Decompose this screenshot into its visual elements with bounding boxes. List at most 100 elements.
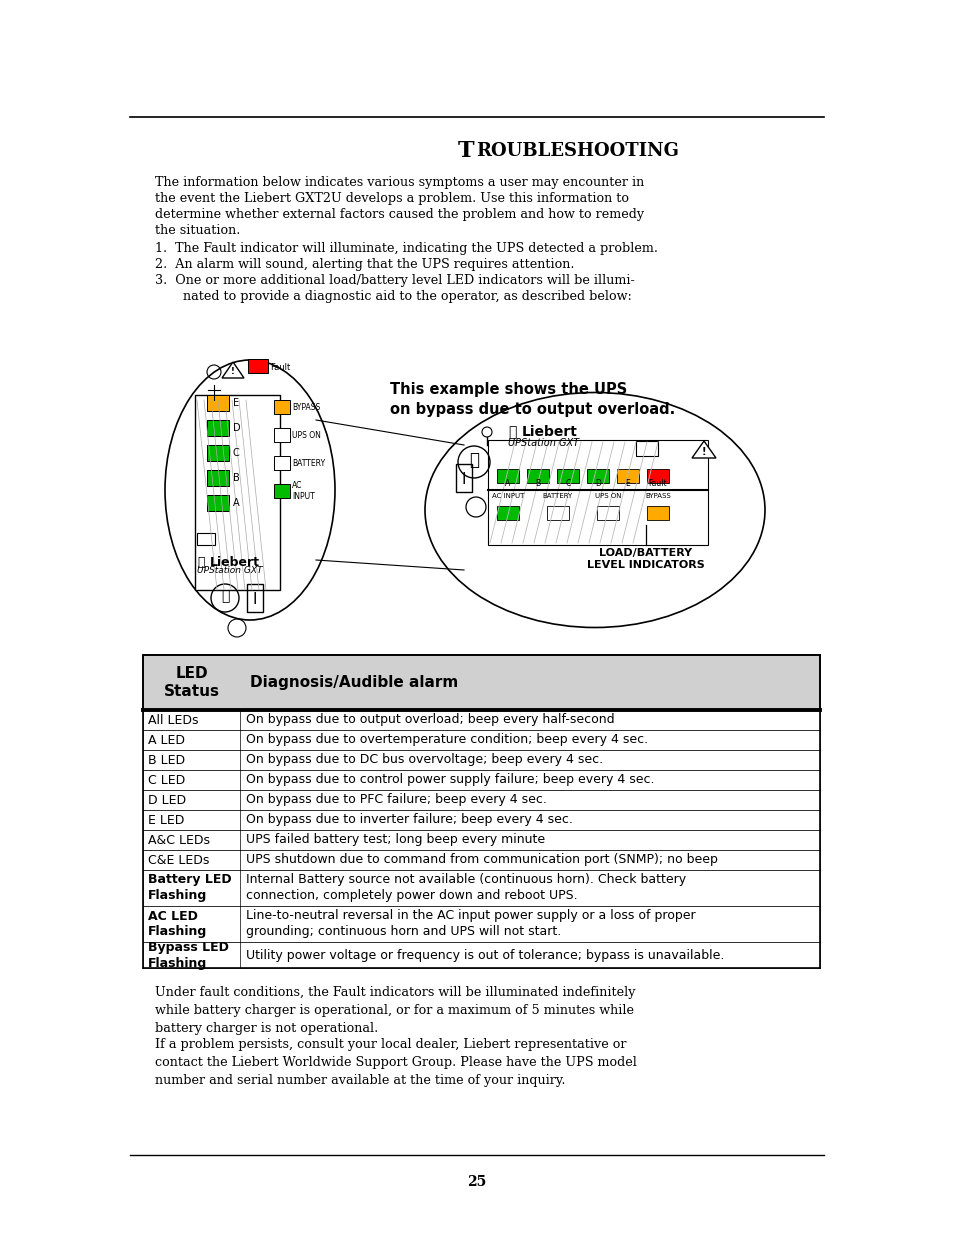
Bar — [143, 942, 820, 968]
Bar — [143, 906, 820, 942]
Text: D: D — [595, 479, 600, 488]
Text: Fault: Fault — [270, 363, 290, 372]
Text: AC LED
Flashing: AC LED Flashing — [148, 909, 207, 939]
Text: E: E — [625, 479, 630, 488]
Text: C: C — [233, 448, 239, 458]
Bar — [207, 471, 229, 487]
Text: ⓞ: ⓞ — [196, 556, 204, 569]
Bar — [143, 730, 820, 750]
Text: Bypass LED
Flashing: Bypass LED Flashing — [148, 941, 229, 969]
Bar — [646, 506, 668, 520]
Polygon shape — [222, 362, 244, 378]
Bar — [586, 469, 608, 483]
Bar — [143, 830, 820, 850]
Bar — [646, 469, 668, 483]
Text: Internal Battery source not available (continuous horn). Check battery
connectio: Internal Battery source not available (c… — [246, 873, 685, 903]
Bar — [207, 495, 229, 511]
Text: A: A — [505, 479, 510, 488]
Bar — [207, 420, 229, 436]
Text: ⓞ: ⓞ — [507, 425, 516, 438]
Text: The information below indicates various symptoms a user may encounter in: The information below indicates various … — [154, 177, 643, 189]
Text: I: I — [461, 472, 466, 487]
Text: ⏻: ⏻ — [220, 589, 229, 603]
Text: ⏻: ⏻ — [469, 451, 478, 469]
Bar — [143, 810, 820, 830]
Bar — [546, 506, 568, 520]
Text: D: D — [233, 424, 240, 433]
Text: BATTERY: BATTERY — [542, 493, 573, 499]
Bar — [143, 655, 820, 710]
Text: Liebert: Liebert — [210, 556, 260, 569]
Text: Under fault conditions, the Fault indicators will be illuminated indefinitely
wh: Under fault conditions, the Fault indica… — [154, 986, 635, 1035]
Text: Utility power voltage or frequency is out of tolerance; bypass is unavailable.: Utility power voltage or frequency is ou… — [246, 948, 723, 962]
Bar — [247, 584, 263, 613]
Text: This example shows the UPS
on bypass due to output overload.: This example shows the UPS on bypass due… — [390, 382, 675, 416]
Text: B: B — [233, 473, 239, 483]
Text: !: ! — [701, 447, 705, 457]
Text: E: E — [233, 398, 239, 408]
Bar — [617, 469, 639, 483]
Polygon shape — [691, 441, 716, 458]
Text: BATTERY: BATTERY — [292, 458, 325, 468]
Text: Battery LED
Flashing: Battery LED Flashing — [148, 873, 232, 903]
Bar — [557, 469, 578, 483]
Bar — [526, 469, 548, 483]
Text: C LED: C LED — [148, 773, 185, 787]
Text: UPS shutdown due to command from communication port (SNMP); no beep: UPS shutdown due to command from communi… — [246, 853, 717, 867]
Text: LED
Status: LED Status — [163, 666, 219, 699]
Text: BYPASS: BYPASS — [292, 403, 320, 411]
Text: UPS failed battery test; long beep every minute: UPS failed battery test; long beep every… — [246, 834, 544, 846]
Text: UPStation GXT: UPStation GXT — [196, 566, 262, 576]
Bar — [497, 469, 518, 483]
Text: AC INPUT: AC INPUT — [492, 493, 523, 499]
Bar — [143, 769, 820, 790]
Text: determine whether external factors caused the problem and how to remedy: determine whether external factors cause… — [154, 207, 643, 221]
Text: A LED: A LED — [148, 734, 185, 746]
Text: On bypass due to output overload; beep every half-second: On bypass due to output overload; beep e… — [246, 714, 614, 726]
Text: LOAD/BATTERY
LEVEL INDICATORS: LOAD/BATTERY LEVEL INDICATORS — [586, 548, 704, 571]
Bar — [194, 395, 280, 590]
Ellipse shape — [165, 359, 335, 620]
Bar — [207, 445, 229, 461]
Bar — [274, 429, 290, 442]
Text: UPS ON: UPS ON — [292, 431, 320, 440]
Text: C: C — [565, 479, 570, 488]
Text: On bypass due to PFC failure; beep every 4 sec.: On bypass due to PFC failure; beep every… — [246, 794, 546, 806]
Bar — [456, 464, 472, 492]
Bar — [207, 395, 229, 411]
Text: On bypass due to control power supply failure; beep every 4 sec.: On bypass due to control power supply fa… — [246, 773, 654, 787]
Text: A&C LEDs: A&C LEDs — [148, 834, 210, 846]
Text: A: A — [233, 498, 239, 508]
Text: 2.  An alarm will sound, alerting that the UPS requires attention.: 2. An alarm will sound, alerting that th… — [154, 258, 574, 270]
Text: AC
INPUT: AC INPUT — [292, 482, 314, 500]
Text: On bypass due to inverter failure; beep every 4 sec.: On bypass due to inverter failure; beep … — [246, 814, 572, 826]
Text: 3.  One or more additional load/battery level LED indicators will be illumi-: 3. One or more additional load/battery l… — [154, 274, 634, 287]
Text: 25: 25 — [467, 1174, 486, 1189]
Bar — [248, 359, 268, 373]
Text: the situation.: the situation. — [154, 224, 240, 237]
Bar — [143, 869, 820, 906]
Text: On bypass due to overtemperature condition; beep every 4 sec.: On bypass due to overtemperature conditi… — [246, 734, 647, 746]
Text: I: I — [253, 592, 257, 606]
Text: D LED: D LED — [148, 794, 186, 806]
Ellipse shape — [424, 393, 764, 627]
Bar — [274, 484, 290, 498]
Bar — [143, 790, 820, 810]
Text: All LEDs: All LEDs — [148, 714, 198, 726]
Text: Fault: Fault — [648, 479, 666, 488]
Text: If a problem persists, consult your local dealer, Liebert representative or
cont: If a problem persists, consult your loca… — [154, 1037, 637, 1087]
Text: ROUBLESHOOTING: ROUBLESHOOTING — [476, 142, 679, 161]
Text: Liebert: Liebert — [521, 425, 578, 438]
Text: C&E LEDs: C&E LEDs — [148, 853, 209, 867]
Text: nated to provide a diagnostic aid to the operator, as described below:: nated to provide a diagnostic aid to the… — [154, 290, 631, 303]
Text: E LED: E LED — [148, 814, 184, 826]
Text: UPStation GXT: UPStation GXT — [507, 438, 578, 448]
Bar — [597, 506, 618, 520]
Text: Diagnosis/Audible alarm: Diagnosis/Audible alarm — [250, 676, 457, 690]
Bar — [274, 400, 290, 414]
Text: UPS ON: UPS ON — [594, 493, 620, 499]
Bar — [143, 710, 820, 730]
Bar — [274, 456, 290, 471]
Text: On bypass due to DC bus overvoltage; beep every 4 sec.: On bypass due to DC bus overvoltage; bee… — [246, 753, 602, 767]
Bar — [488, 440, 707, 545]
